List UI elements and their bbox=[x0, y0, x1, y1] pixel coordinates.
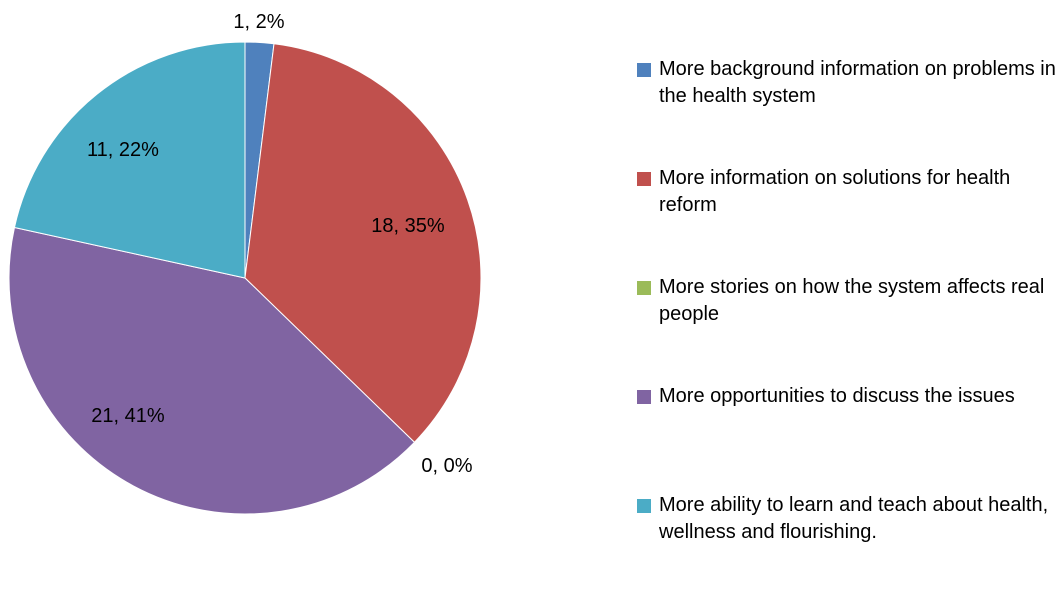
legend-label-stories: More stories on how the system affects r… bbox=[659, 276, 1045, 325]
data-label-learn-teach: 11, 22% bbox=[87, 139, 159, 161]
legend-label-background-info: More background information on problems … bbox=[659, 58, 1056, 107]
legend-swatch-background-info bbox=[637, 63, 651, 77]
legend-swatch-solutions bbox=[637, 172, 651, 186]
legend-label-solutions: More information on solutions for health… bbox=[659, 167, 1011, 216]
legend-swatch-learn-teach bbox=[637, 499, 651, 513]
pie-slice-solutions bbox=[244, 43, 482, 443]
data-label-stories: 0, 0% bbox=[421, 455, 472, 477]
pie-data-labels: 1, 2% 18, 35% 0, 0% 21, 41% 11, 22% bbox=[87, 11, 473, 477]
pie-slice-discuss bbox=[8, 226, 416, 515]
legend-item-discuss: More opportunities to discuss the issues bbox=[637, 383, 1057, 492]
pie-plot-area: 1, 2% 18, 35% 0, 0% 21, 41% 11, 22% bbox=[8, 11, 482, 515]
legend-item-solutions: More information on solutions for health… bbox=[637, 165, 1057, 274]
legend-item-learn-teach: More ability to learn and teach about he… bbox=[637, 492, 1057, 601]
legend-item-stories: More stories on how the system affects r… bbox=[637, 274, 1057, 383]
legend-label-learn-teach: More ability to learn and teach about he… bbox=[659, 494, 1049, 543]
pie-slices bbox=[8, 41, 482, 515]
data-label-background-info: 1, 2% bbox=[233, 11, 284, 33]
pie-slice-learn-teach bbox=[13, 41, 246, 279]
data-label-discuss: 21, 41% bbox=[91, 405, 165, 427]
legend: More background information on problems … bbox=[637, 56, 1057, 601]
legend-item-background-info: More background information on problems … bbox=[637, 56, 1057, 165]
legend-swatch-discuss bbox=[637, 390, 651, 404]
legend-label-discuss: More opportunities to discuss the issues bbox=[659, 385, 1015, 407]
legend-swatch-stories bbox=[637, 281, 651, 295]
pie-chart: 1, 2% 18, 35% 0, 0% 21, 41% 11, 22% More… bbox=[8, 11, 1056, 543]
data-label-solutions: 18, 35% bbox=[371, 215, 445, 237]
